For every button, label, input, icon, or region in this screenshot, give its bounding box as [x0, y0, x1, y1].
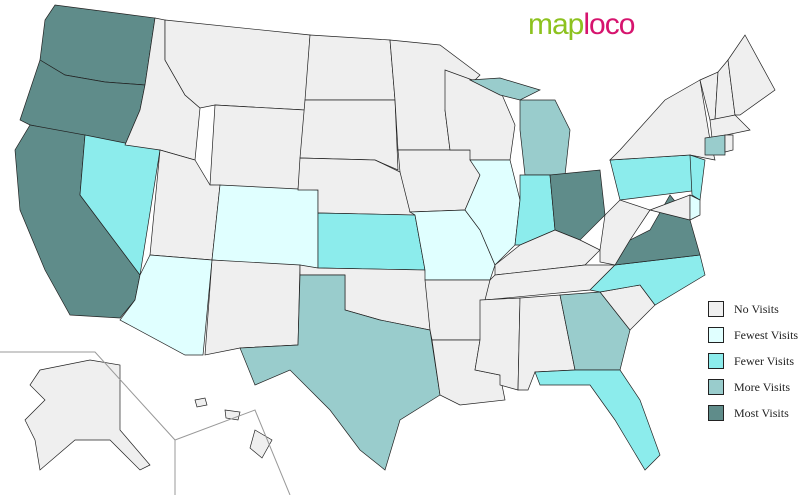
state-de[interactable]	[689, 194, 701, 221]
state-me[interactable]	[727, 34, 776, 116]
legend-swatch	[708, 301, 724, 317]
legend-item-fewer: Fewer Visits	[708, 348, 798, 374]
state-mi[interactable]	[519, 99, 571, 176]
inset-border	[174, 409, 291, 495]
state-ut[interactable]	[149, 149, 221, 261]
legend-label: Fewest Visits	[734, 327, 799, 342]
state-ct[interactable]	[704, 134, 726, 156]
legend-item-most: Most Visits	[708, 400, 798, 426]
legend-label: More Visits	[734, 379, 791, 394]
state-ri[interactable]	[724, 134, 734, 153]
state-hi1[interactable]	[194, 397, 208, 408]
legend-label: No Visits	[734, 301, 779, 316]
state-wy[interactable]	[209, 104, 306, 191]
state-ks[interactable]	[317, 212, 426, 271]
legend: No Visits Fewest Visits Fewer Visits Mor…	[708, 296, 798, 426]
state-nd[interactable]	[304, 34, 396, 101]
inset-border	[0, 351, 176, 495]
state-nm[interactable]	[204, 259, 301, 356]
state-tx[interactable]	[239, 274, 441, 471]
maploco-logo: maploco	[528, 8, 635, 42]
state-sd[interactable]	[299, 99, 399, 171]
state-ga[interactable]	[559, 291, 631, 371]
legend-label: Most Visits	[734, 405, 789, 420]
state-ia[interactable]	[397, 149, 481, 213]
state-miu[interactable]	[468, 77, 541, 101]
state-fl[interactable]	[534, 369, 661, 471]
legend-swatch	[708, 327, 724, 343]
legend-swatch	[708, 405, 724, 421]
legend-swatch	[708, 353, 724, 369]
logo-part-map: map	[528, 8, 584, 41]
state-pa[interactable]	[609, 154, 701, 201]
legend-item-none: No Visits	[708, 296, 798, 322]
state-oh[interactable]	[549, 169, 606, 241]
state-wv[interactable]	[599, 199, 651, 266]
logo-part-loco: loco	[583, 8, 635, 41]
state-ma[interactable]	[709, 114, 751, 139]
state-co[interactable]	[211, 184, 319, 269]
legend-label: Fewer Visits	[734, 353, 795, 368]
legend-swatch	[708, 379, 724, 395]
state-ak[interactable]	[24, 359, 151, 471]
state-nj[interactable]	[689, 154, 706, 201]
state-mt[interactable]	[164, 19, 311, 111]
legend-item-fewest: Fewest Visits	[708, 322, 798, 348]
legend-item-more: More Visits	[708, 374, 798, 400]
state-ny[interactable]	[609, 79, 716, 161]
